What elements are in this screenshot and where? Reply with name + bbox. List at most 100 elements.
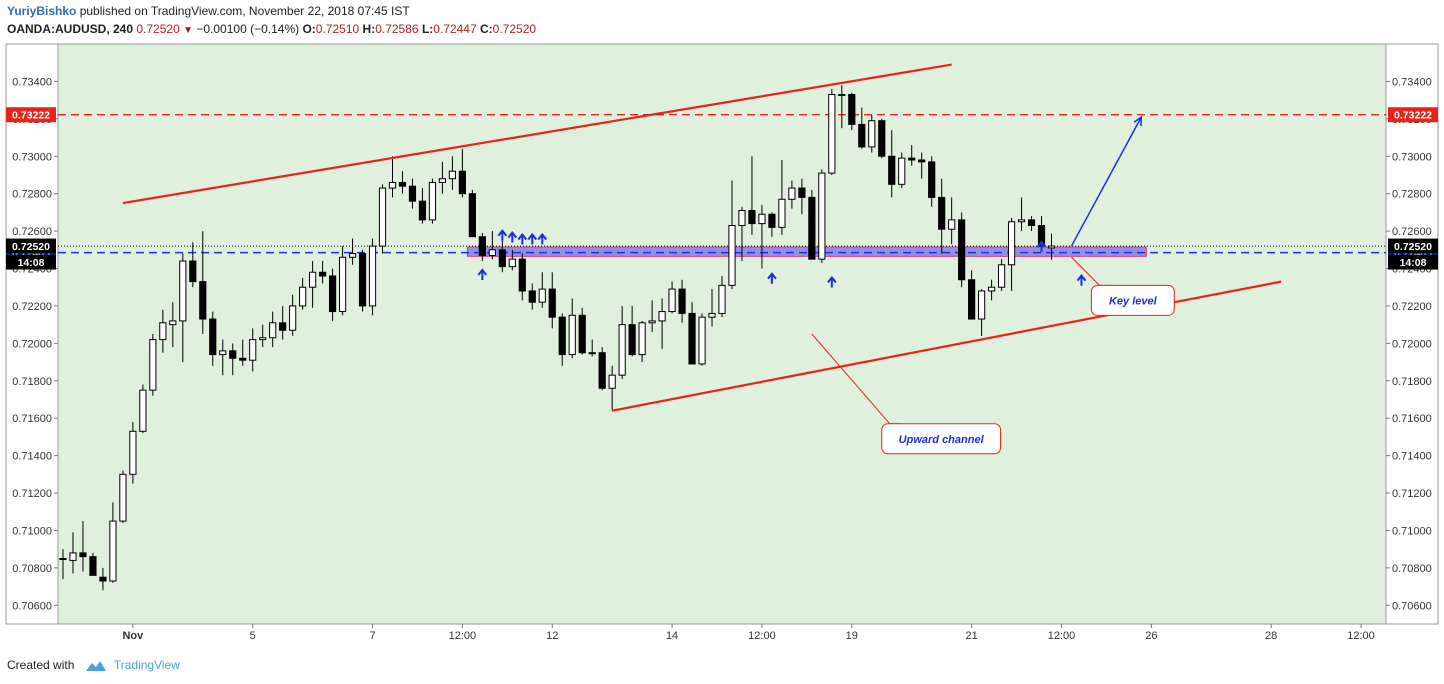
- bearish-candle: [478, 236, 486, 256]
- bullish-candle: [948, 219, 956, 230]
- bearish-candle: [358, 253, 367, 307]
- bearish-candle: [279, 322, 287, 331]
- last-price-badge-left-bg: [6, 238, 56, 254]
- y-tick-label-left: 0.70800: [12, 563, 52, 575]
- bullish-candle: [898, 157, 906, 185]
- bearish-candle: [748, 210, 756, 225]
- tradingview-link[interactable]: TradingView: [113, 658, 180, 672]
- last-price-text: 0.72520: [136, 22, 180, 36]
- created-with-text: Created with: [7, 658, 75, 672]
- author-link[interactable]: YuriyBishko: [7, 4, 77, 18]
- y-tick-label-left: 0.72000: [12, 338, 52, 350]
- footer: Created with TradingView: [7, 658, 180, 673]
- change-text: −0.00100 (−0.14%): [196, 22, 300, 36]
- countdown-badge-left-text: 14:08: [18, 257, 45, 269]
- bullish-candle: [978, 290, 986, 320]
- bullish-candle: [309, 271, 317, 288]
- bearish-candle: [328, 275, 337, 313]
- bullish-candle: [59, 558, 67, 561]
- bullish-candle: [758, 213, 766, 225]
- bounce-up-arrow-icon: [517, 232, 528, 245]
- x-tick-label: 26: [1145, 630, 1157, 642]
- bullish-candle: [728, 224, 736, 286]
- bullish-candle: [568, 314, 576, 356]
- bearish-candle: [548, 288, 556, 318]
- bullish-candle: [588, 352, 596, 355]
- bearish-candle: [319, 271, 327, 277]
- bullish-candle: [538, 288, 546, 303]
- y-tick-label-right: 0.70600: [1392, 600, 1432, 612]
- countdown-badge-right-bg: [1388, 254, 1438, 270]
- down-triangle-icon: ▼: [183, 25, 194, 36]
- resistance-target-badge-right-text: 0.73222: [1394, 110, 1432, 122]
- bearish-candle: [938, 196, 946, 230]
- y-tick-label-right: 0.72000: [1392, 338, 1432, 350]
- bearish-candle: [189, 260, 197, 283]
- x-tick-label: 12:00: [748, 630, 776, 642]
- bullish-candle: [618, 324, 626, 376]
- bullish-candle: [648, 320, 656, 324]
- bullish-candle: [1017, 219, 1026, 223]
- bounce-up-arrow-icon: [537, 232, 548, 245]
- bullish-candle: [169, 320, 177, 326]
- price-chart[interactable]: 0.70600 0.70600 0.70800 0.70800 0.71000 0.710…: [0, 0, 1444, 650]
- low-value: 0.72447: [433, 22, 477, 36]
- bearish-candle: [858, 123, 866, 148]
- bearish-candle: [398, 181, 407, 187]
- bullish-candle: [818, 172, 826, 260]
- bearish-candle: [1027, 219, 1036, 226]
- bearish-candle: [918, 159, 926, 163]
- bearish-candle: [928, 161, 936, 198]
- bullish-candle: [448, 170, 457, 180]
- bearish-candle: [209, 318, 217, 356]
- bullish-candle: [388, 181, 397, 189]
- y-tick-label-left: 0.71200: [12, 488, 52, 500]
- y-tick-label-right: 0.71000: [1392, 525, 1432, 537]
- bounce-up-arrow-icon: [1036, 240, 1047, 252]
- key-level-callout-box: [1090, 284, 1175, 316]
- bullish-candle: [1047, 245, 1056, 249]
- bullish-candle: [778, 198, 786, 228]
- bearish-candle: [518, 258, 526, 292]
- forecast-arrow-line: [1070, 116, 1143, 247]
- y-tick-label-right: 0.71200: [1392, 488, 1432, 500]
- bullish-candle: [828, 94, 836, 174]
- bullish-candle: [698, 316, 706, 365]
- bullish-candle: [668, 288, 676, 313]
- bullish-candle: [179, 260, 187, 322]
- bearish-candle: [89, 556, 97, 576]
- bearish-candle: [888, 155, 896, 185]
- bullish-candle: [608, 374, 616, 389]
- bounce-up-arrow-icon: [767, 272, 777, 284]
- key-zone-rect: [466, 246, 1147, 257]
- bullish-candle: [338, 256, 347, 313]
- bearish-candle: [458, 170, 466, 195]
- bearish-candle: [688, 312, 696, 365]
- x-tick-label: 19: [846, 630, 858, 642]
- countdown-badge-left-bg: [6, 254, 56, 270]
- y-tick-label-right: 0.71600: [1392, 413, 1432, 425]
- upper-channel-line: [122, 63, 952, 205]
- bullish-candle: [368, 245, 377, 307]
- close-value: 0.72520: [492, 22, 537, 36]
- bounce-up-arrow-icon: [497, 229, 508, 241]
- low-label: L:: [421, 22, 434, 36]
- x-tick-label: 12:00: [1347, 630, 1375, 642]
- bounce-up-arrow-icon: [507, 230, 518, 243]
- y-tick-label-right: 0.70800: [1392, 563, 1432, 575]
- bounce-up-arrow-icon: [477, 268, 488, 280]
- y-tick-label-right: 0.71800: [1392, 376, 1432, 388]
- bullish-candle: [638, 322, 646, 356]
- upward-channel-callout-box: [881, 423, 1002, 455]
- y-tick-label-left: 0.71000: [12, 525, 52, 537]
- bounce-up-arrow-icon: [827, 275, 837, 288]
- y-tick-label-left: 0.70600: [12, 600, 52, 612]
- bearish-candle: [628, 324, 636, 356]
- bullish-candle: [738, 210, 746, 226]
- bullish-candle: [249, 339, 257, 361]
- y-tick-label-right: 0.73000: [1392, 151, 1432, 163]
- upward-channel-callout-text: Upward channel: [899, 434, 985, 446]
- bullish-candle: [149, 339, 157, 391]
- bullish-candle: [718, 284, 726, 314]
- y-tick-label-right: 0.71400: [1392, 451, 1432, 463]
